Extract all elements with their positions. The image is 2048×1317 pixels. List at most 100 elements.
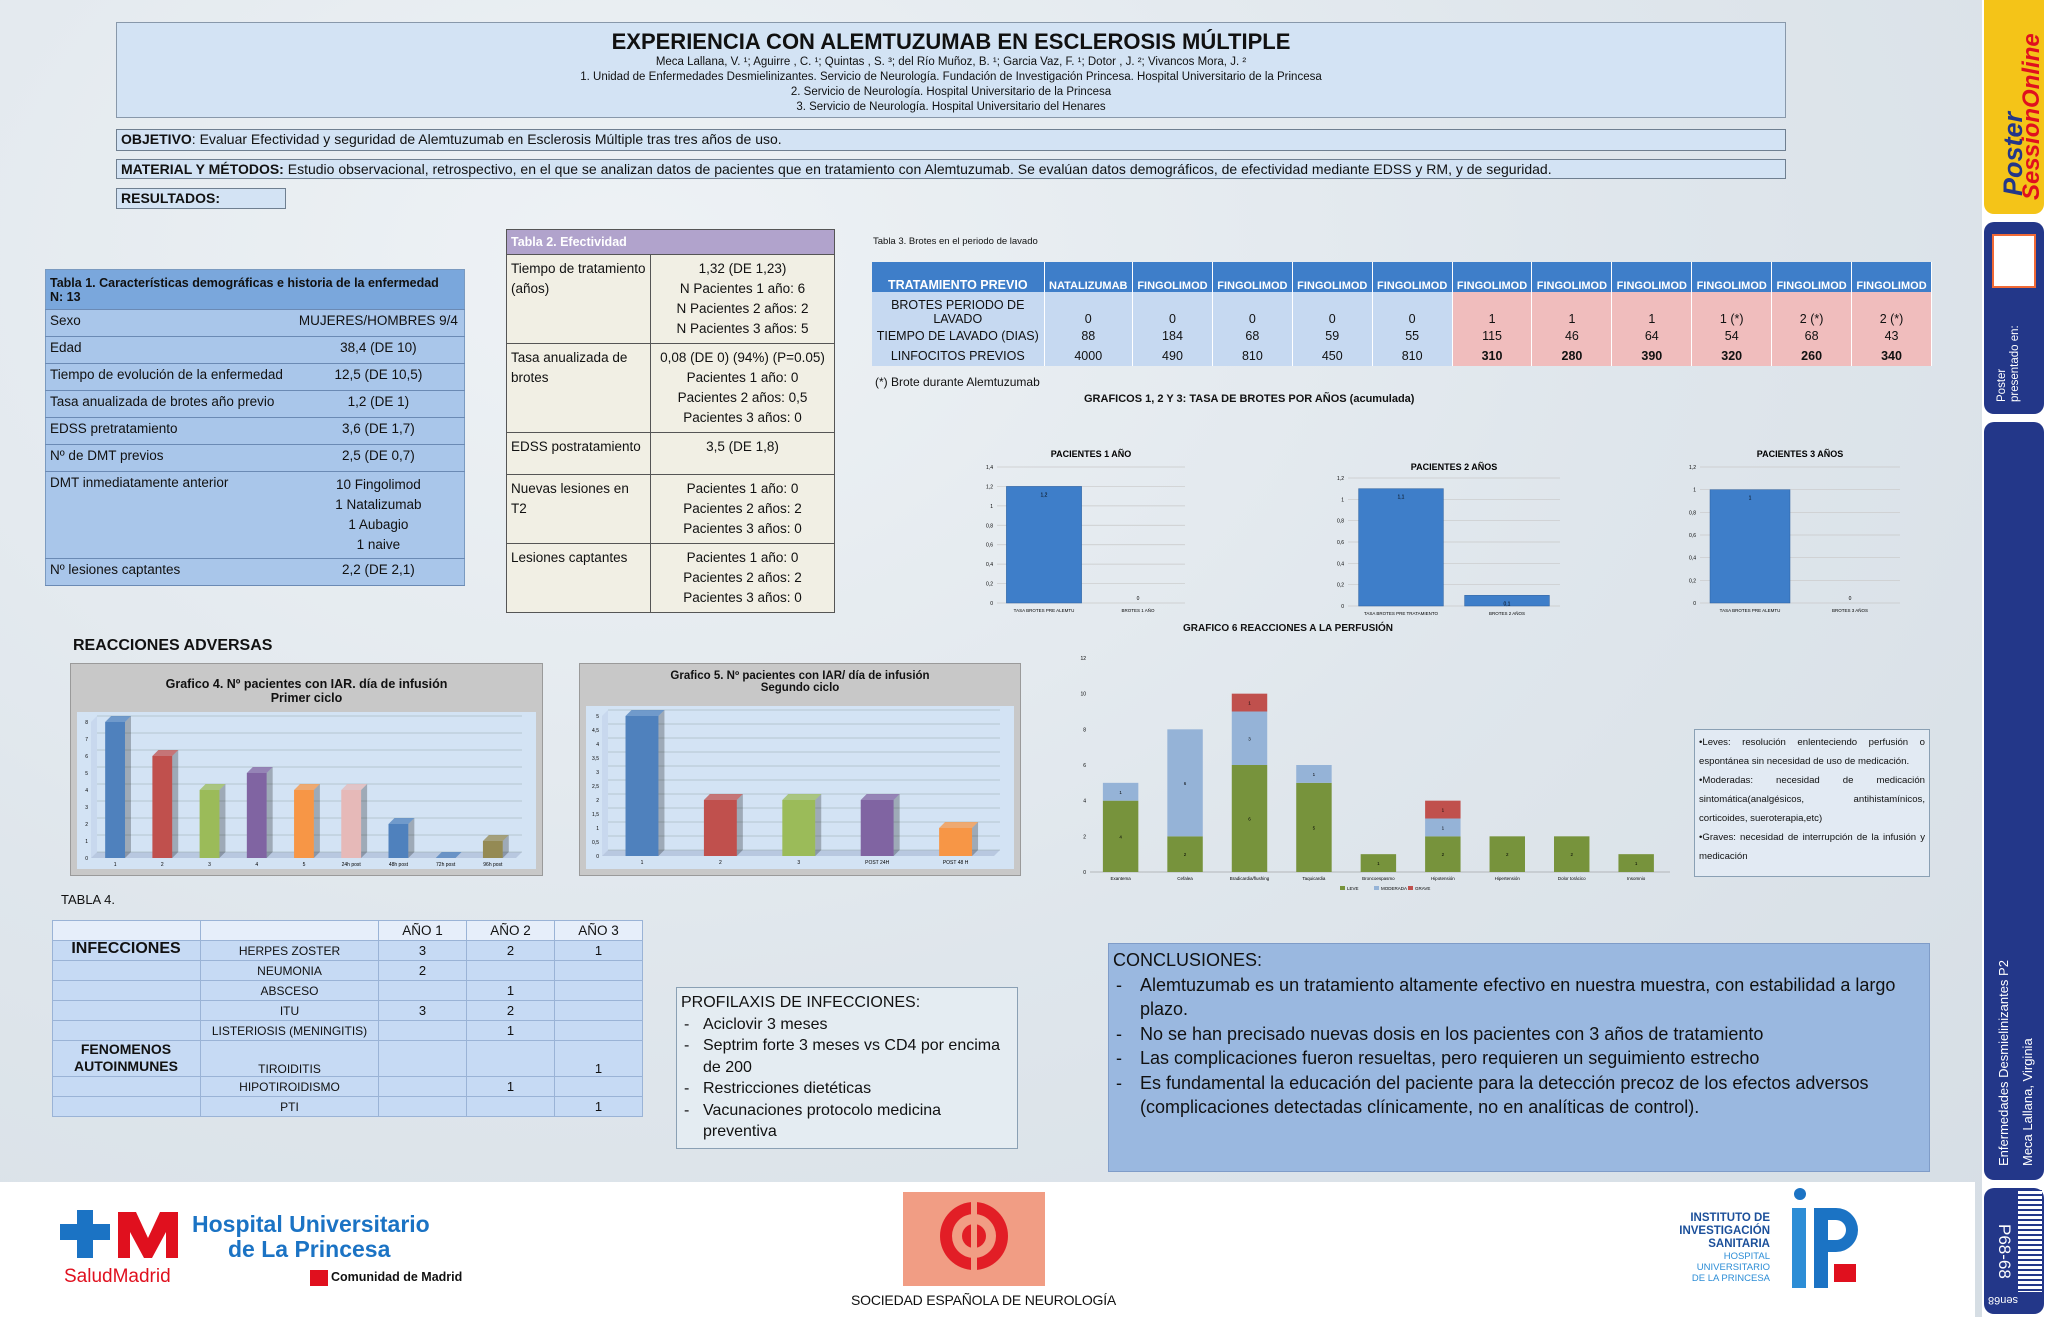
- y-tick-label: 0,4: [986, 562, 993, 568]
- x-tick-label: POST 48 H: [943, 860, 969, 866]
- cell: Edad: [45, 336, 293, 364]
- chart-reacciones-perfusion: 02468101241Exantema26Cefalea631Bradicard…: [1080, 656, 1670, 891]
- cell: [52, 1076, 201, 1097]
- table-row: EDSS postratamiento 3,5 (DE 1,8): [506, 432, 835, 475]
- cell: TIROIDITIS: [200, 1040, 379, 1077]
- cell: Tasa anualizada de brotes año previo: [45, 390, 293, 418]
- data-label: 2: [1442, 852, 1445, 857]
- data-label: 0: [1137, 596, 1140, 602]
- grafico-4-title: Grafico 4. Nº pacientes con IAR. día de …: [165, 677, 448, 691]
- cell: 10 Fingolimod 1 Natalizumab 1 Aubagio 1 nai…: [292, 471, 465, 559]
- bar: [703, 800, 737, 856]
- y-tick-label: 0,6: [1337, 540, 1344, 546]
- table-row: Lesiones captantes Pacientes 1 año: 0 Pac…: [506, 543, 835, 613]
- resultados-label: RESULTADOS:: [116, 188, 286, 209]
- list-item: Alemtuzumab es un tratamiento altamente …: [1113, 973, 1925, 1022]
- legend-label: MODERADA: [1381, 886, 1407, 891]
- chart-grafico-5: 0 0,5 1 1,5 2 2,5 3 3,5 4 4,5 5 1 2 3 POST 24H POST 48 …: [592, 709, 1000, 866]
- value: Pacientes 1 año: 0: [686, 550, 799, 565]
- stacked-bar: [1102, 800, 1139, 872]
- cell: 1: [466, 1020, 555, 1041]
- bar-side: [408, 818, 415, 858]
- y-tick-label: 0,6: [986, 543, 993, 549]
- table-row: DMT inmediatamente anterior 10 Fingolimo…: [45, 471, 465, 559]
- stacked-bar: [1360, 854, 1397, 872]
- cell: Nº lesiones captantes: [45, 558, 293, 586]
- cell: 340: [1851, 346, 1932, 366]
- cell: 490: [1132, 346, 1213, 366]
- x-tick-label: 48h post: [389, 862, 409, 868]
- material-label: MATERIAL Y MÉTODOS:: [121, 161, 284, 177]
- table-3: TRATAMIENTO PREVIO NATALIZUMAB FINGOLIMOD F…: [872, 262, 1932, 366]
- value: 0,08 (DE 0) (94%) (P=0.05): [660, 350, 825, 365]
- cell: 46: [1531, 326, 1613, 346]
- data-label: 1: [1635, 861, 1638, 866]
- grafico-5-title: Grafico 5. Nº pacientes con IAR/ día de …: [670, 670, 930, 682]
- wall: [602, 710, 608, 856]
- y-tick-label: 6: [1083, 763, 1086, 769]
- cell: Tiempo de evolución de la enfermedad: [45, 363, 293, 391]
- table-2: Tabla 2. Efectividad Tiempo de tratamien…: [506, 229, 835, 613]
- cell: 68: [1212, 326, 1293, 346]
- value: Pacientes 1 año: 0: [686, 481, 799, 496]
- bar-top: [294, 784, 320, 790]
- cell: 12,5 (DE 10,5): [292, 363, 465, 391]
- y-tick-label: 0: [1083, 870, 1086, 876]
- cell: Nº de DMT previos: [45, 444, 293, 472]
- cell: 1: [554, 1040, 643, 1077]
- y-tick-label: 0: [1341, 604, 1344, 610]
- table-3-caption: Tabla 3. Brotes en el periodo de lavado: [873, 236, 1038, 247]
- cell: 0: [1044, 292, 1134, 326]
- cell: ABSCESO: [200, 980, 379, 1001]
- y-tick-label: 0: [85, 856, 88, 862]
- poster-title: EXPERIENCIA CON ALEMTUZUMAB EN ESCLEROSI…: [611, 29, 1291, 54]
- y-tick-label: 5: [596, 714, 599, 720]
- iis-logo-icon: [1792, 1188, 1858, 1288]
- stacked-bar: [1231, 693, 1268, 712]
- table-row: LINFOCITOS PREVIOS 4000 490 810 450 810 310 280…: [872, 346, 1932, 366]
- y-tick-label: 1,2: [1337, 476, 1344, 482]
- bar: [482, 841, 503, 858]
- data-label: 1: [1442, 825, 1445, 830]
- instituto-logo: INSTITUTO DE INVESTIGACIÓN SANITARIA HOSPI…: [1678, 1212, 1770, 1284]
- x-tick-label: Dolor torácico: [1558, 876, 1586, 881]
- value: Pacientes 2 años: 2: [683, 570, 802, 585]
- header-cell: FINGOLIMOD: [1372, 262, 1453, 292]
- stacked-bar: [1231, 711, 1268, 765]
- hospital-logo: Hospital Universitario de La Princesa: [192, 1212, 430, 1262]
- value: N Pacientes 1 año: 6: [679, 281, 806, 296]
- grafico-6-title: GRAFICO 6 REACCIONES A LA PERFUSIÓN: [1183, 623, 1394, 634]
- x-tick-label: 3: [797, 860, 800, 866]
- x-tick-label: Cefalea: [1177, 876, 1193, 881]
- table-row: Tasa anualizada de brotes 0,08 (DE 0) (9…: [506, 343, 835, 433]
- objetivo-label: OBJETIVO: [121, 131, 192, 147]
- cell: [378, 980, 467, 1001]
- x-tick-label: TASA BROTES PRE TRATAMIENTO: [1364, 611, 1439, 616]
- x-tick-label: 2: [161, 862, 164, 868]
- cell: 2 (*): [1771, 292, 1853, 326]
- x-tick-label: Bradicardia/flushing: [1230, 876, 1270, 881]
- cell: 810: [1372, 346, 1453, 366]
- inst-line: INVESTIGACIÓN: [1679, 1225, 1770, 1237]
- cell: [378, 1040, 467, 1077]
- cell: [554, 1076, 643, 1097]
- authors: Meca Lallana, V. ¹; Aguirre , C. ¹; Quin…: [655, 56, 1247, 68]
- sidebar: Poster SessionOnline Poster presentado e…: [1982, 0, 2048, 1317]
- stacked-bar: [1489, 836, 1525, 872]
- bar-top: [625, 710, 665, 716]
- cell: 2 (*): [1851, 292, 1932, 326]
- conclusiones-box: CONCLUSIONES: Alemtuzumab es un tratamie…: [1108, 943, 1930, 1172]
- cell: LINFOCITOS PREVIOS: [872, 346, 1045, 366]
- legend-label: LEVE: [1347, 886, 1359, 891]
- data-label: 3: [1248, 736, 1251, 741]
- list-item: Las complicaciones fueron resueltas, per…: [1113, 1046, 1925, 1071]
- data-label: 1,2: [1041, 492, 1048, 498]
- legend-swatch: [1340, 886, 1345, 890]
- bar: [782, 800, 816, 856]
- y-tick-label: 0,5: [592, 840, 599, 846]
- cell: Tasa anualizada de brotes: [506, 343, 651, 433]
- presented-text: Poster presentado en:: [1996, 325, 2021, 402]
- bar-top: [388, 818, 415, 824]
- conclusiones-title: CONCLUSIONES:: [1113, 950, 1263, 970]
- table-row: ITU 3 2: [52, 1000, 643, 1021]
